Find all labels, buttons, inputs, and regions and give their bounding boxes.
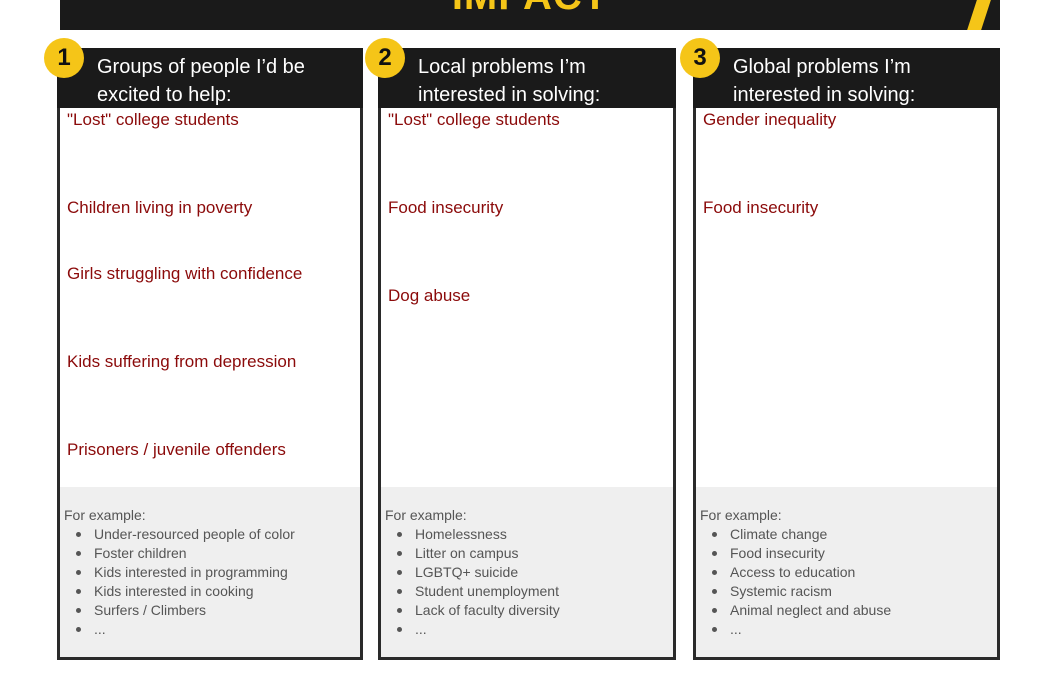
title-line: interested in solving:	[418, 84, 601, 106]
column-title: Groups of people I’d be excited to help:	[97, 53, 305, 109]
bullet	[397, 589, 402, 594]
title-line: interested in solving:	[733, 84, 916, 106]
examples-panel: For example: Homelessness Litter on campus…	[381, 487, 673, 657]
bullet	[712, 589, 717, 594]
bullet	[712, 570, 717, 575]
entry: Food insecurity	[388, 198, 504, 217]
example: ...	[415, 621, 427, 637]
example: Under-resourced people of color	[94, 526, 295, 542]
examples-panel: For example: Climate change Food insecurit…	[696, 487, 997, 657]
column: 3 Global problems I’m interested in solvin…	[680, 38, 1000, 660]
bullet	[397, 570, 402, 575]
column-title: Local problems I’m interested in solving:	[418, 53, 600, 109]
bullet	[712, 608, 717, 613]
title-line: Global problems I’m	[733, 56, 911, 78]
title-bar: IMPACT	[60, 0, 1000, 30]
examples-label: For example:	[64, 507, 146, 523]
bullet	[76, 570, 81, 575]
entry: Dog abuse	[388, 286, 471, 305]
bullet	[76, 589, 81, 594]
bullet	[397, 627, 402, 632]
example: ...	[94, 621, 106, 637]
entry: "Lost" college students	[388, 110, 560, 129]
column: 1 Groups of people I’d be excited to help:…	[44, 38, 363, 660]
number-badge: 3	[680, 38, 720, 78]
entry: Prisoners / juvenile offenders	[67, 440, 286, 459]
example: Student unemployment	[415, 583, 559, 599]
example: Lack of faculty diversity	[415, 602, 560, 618]
examples-label: For example:	[385, 507, 467, 523]
bullet	[397, 551, 402, 556]
examples-panel: For example: Under-resourced people of co…	[60, 487, 360, 657]
example: Food insecurity	[730, 545, 825, 561]
entry: Gender inequality	[703, 110, 837, 129]
column-header: 1 Groups of people I’d be excited to help:	[44, 38, 363, 109]
column-header: 3 Global problems I’m interested in solvin…	[680, 38, 1000, 109]
bullet	[76, 627, 81, 632]
bullet	[397, 608, 402, 613]
example: LGBTQ+ suicide	[415, 564, 519, 580]
example: Kids interested in cooking	[94, 583, 254, 599]
entry: "Lost" college students	[67, 110, 239, 129]
bullet	[712, 551, 717, 556]
example: Litter on campus	[415, 545, 519, 561]
bullet	[712, 627, 717, 632]
example: Access to education	[730, 564, 856, 580]
example: Systemic racism	[730, 583, 832, 599]
column-title: Global problems I’m interested in solving…	[733, 53, 915, 109]
example: Animal neglect and abuse	[730, 602, 892, 618]
example: Kids interested in programming	[94, 564, 288, 580]
bullet	[397, 532, 402, 537]
title: IMPACT	[60, 0, 1000, 19]
bullet	[712, 532, 717, 537]
number-badge: 1	[44, 38, 84, 78]
example: ...	[730, 621, 742, 637]
title-line: excited to help:	[97, 84, 232, 106]
entry: Kids suffering from depression	[67, 352, 297, 371]
example: Foster children	[94, 545, 187, 561]
bullet	[76, 551, 81, 556]
number-badge: 2	[365, 38, 405, 78]
title-line: Local problems I’m	[418, 56, 586, 78]
entry: Children living in poverty	[67, 198, 253, 217]
column: 2 Local problems I’m interested in solving…	[365, 38, 676, 660]
example: Climate change	[730, 526, 828, 542]
entry: Food insecurity	[703, 198, 819, 217]
bullet	[76, 532, 81, 537]
title-line: Groups of people I’d be	[97, 56, 305, 78]
examples-label: For example:	[700, 507, 782, 523]
entry: Girls struggling with confidence	[67, 264, 303, 283]
example: Surfers / Climbers	[94, 602, 207, 618]
column-header: 2 Local problems I’m interested in solving…	[365, 38, 676, 109]
example: Homelessness	[415, 526, 507, 542]
bullet	[76, 608, 81, 613]
